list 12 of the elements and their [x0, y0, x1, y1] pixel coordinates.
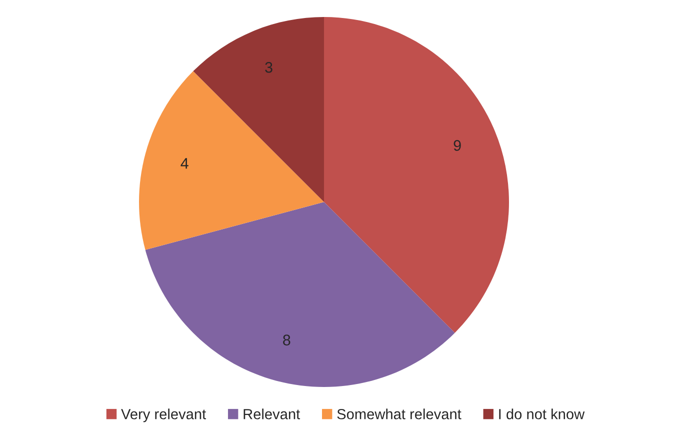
legend-label: Relevant — [244, 408, 300, 420]
data-label: 4 — [180, 158, 188, 169]
data-label: 8 — [283, 334, 290, 346]
data-label: 3 — [265, 62, 272, 73]
legend-label: Somewhat relevant — [337, 408, 462, 420]
legend-label: I do not know — [499, 408, 585, 420]
pie-slice — [145, 202, 455, 387]
pie-slice — [324, 17, 509, 333]
data-label: 9 — [454, 140, 461, 151]
pie-slice — [139, 71, 324, 250]
legend-label: Very relevant — [121, 408, 206, 422]
pie-slice — [193, 17, 324, 202]
